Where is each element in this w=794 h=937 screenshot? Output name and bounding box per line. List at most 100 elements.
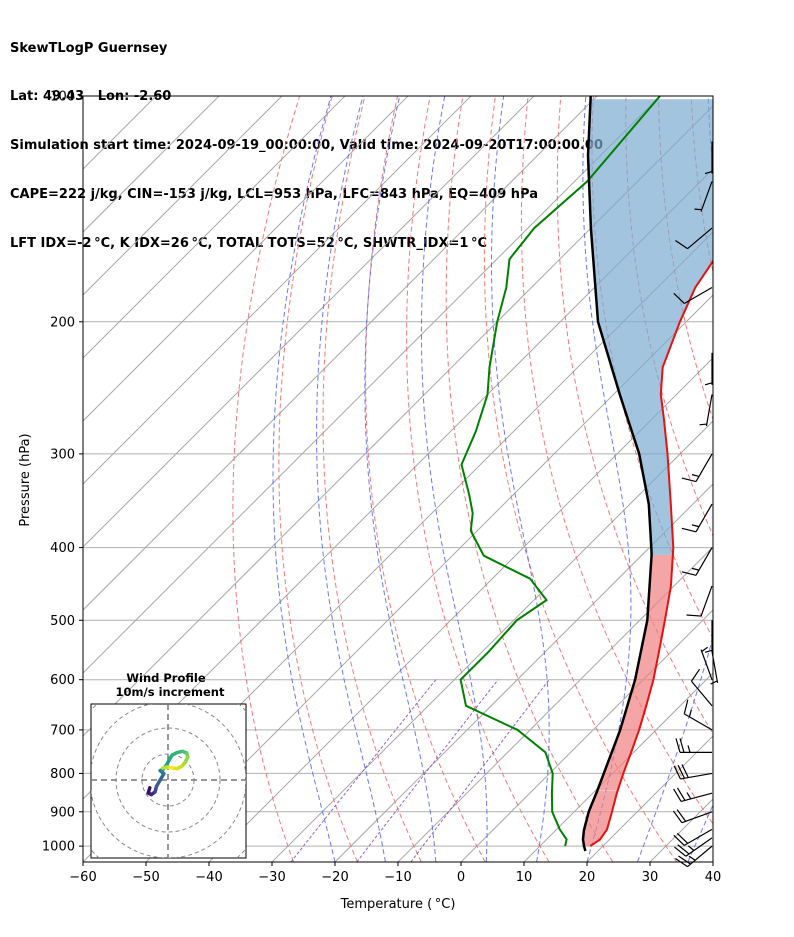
barb-staff	[680, 792, 713, 803]
dry-adiabat	[278, 96, 358, 862]
cin-area	[597, 554, 673, 791]
instability-params: CAPE=222 j/kg, CIN=-153 j/kg, LCL=953 hP…	[10, 187, 538, 203]
wind-barb	[710, 651, 719, 685]
wind-barb	[672, 809, 713, 824]
x-tick-label: 20	[579, 870, 596, 885]
barb-half-flag	[710, 680, 718, 685]
wind-barb	[700, 646, 713, 680]
barb-staff	[685, 837, 713, 857]
barb-full-flag	[673, 788, 682, 802]
wind-barb	[681, 547, 713, 576]
dry-adiabat	[658, 96, 713, 421]
x-tick-label: −30	[258, 870, 285, 885]
isotherm	[334, 483, 713, 862]
barb-staff	[700, 585, 713, 617]
barb-half-flag	[691, 567, 700, 571]
barb-half-flag	[687, 845, 695, 851]
barb-full-flag	[673, 834, 685, 846]
isotherm	[83, 96, 220, 233]
wind-barb	[690, 668, 713, 707]
barb-half-flag	[691, 474, 700, 477]
x-tick-label: 30	[642, 870, 659, 885]
y-tick-label: 700	[50, 723, 75, 738]
barb-half-flag	[704, 382, 713, 386]
barb-half-flag	[687, 745, 691, 753]
x-tick-label: 40	[705, 870, 722, 885]
x-axis-label: Temperature ( °C)	[340, 897, 456, 912]
barb-staff	[687, 227, 713, 250]
barb-half-flag	[691, 524, 700, 528]
wind-barb	[675, 227, 713, 250]
station-title: SkewTLogP Guernsey	[10, 40, 168, 56]
cape-area	[588, 99, 713, 555]
x-tick-label: −10	[384, 870, 411, 885]
barb-staff	[680, 772, 713, 780]
barb-full-flag	[674, 846, 687, 857]
moist-adiabat	[636, 96, 713, 862]
barb-staff	[700, 181, 713, 212]
barb-full-flag	[676, 809, 687, 822]
moist-adiabat	[687, 803, 713, 862]
barb-full-flag	[683, 699, 689, 715]
mixing-ratio-line	[356, 679, 499, 862]
barb-half-flag	[699, 423, 707, 426]
dry-adiabat	[756, 96, 794, 862]
barb-full-flag	[675, 738, 681, 753]
wind-barb	[675, 738, 712, 753]
barb-staff	[683, 828, 713, 846]
isotherm	[83, 96, 472, 485]
hodograph-subtitle: 10m/s increment	[116, 685, 225, 699]
hodograph-ring	[115, 727, 221, 833]
moist-adiabat	[316, 96, 386, 862]
barb-staff	[683, 286, 713, 305]
dry-adiabat	[724, 96, 794, 862]
barb-staff	[705, 394, 713, 427]
barb-staff	[695, 453, 713, 482]
barb-full-flag	[675, 240, 688, 250]
wind-barbs	[672, 141, 719, 868]
dry-adiabat	[445, 96, 614, 862]
isotherm	[83, 96, 283, 296]
x-tick-label: 0	[457, 870, 465, 885]
hodograph-title: Wind Profile	[126, 671, 206, 685]
dewpoint-line	[459, 96, 661, 847]
isotherm	[83, 96, 535, 548]
barb-half-flag	[686, 792, 692, 800]
isotherm	[145, 294, 713, 862]
dry-adiabat	[520, 96, 713, 825]
moist-adiabat	[738, 96, 794, 862]
wind-barb	[704, 352, 713, 386]
barb-staff	[695, 503, 713, 533]
y-axis-label: Pressure (hPa)	[18, 433, 33, 526]
barb-half-flag	[688, 855, 696, 861]
isotherm	[271, 420, 713, 862]
y-tick-label: 600	[50, 673, 75, 688]
parcel-line	[581, 96, 653, 852]
temperature-line	[589, 259, 713, 847]
sounding-profiles	[459, 96, 713, 852]
barb-full-flag	[679, 738, 685, 753]
barb-full-flag	[681, 477, 697, 483]
mixing-ratio-line	[410, 679, 550, 862]
barb-staff	[681, 811, 713, 824]
barb-full-flag	[676, 787, 686, 801]
x-tick-label: 10	[516, 870, 533, 885]
dry-adiabat	[556, 96, 713, 735]
wind-barb	[704, 141, 713, 175]
barb-half-flag	[688, 709, 692, 718]
isotherm	[460, 609, 713, 862]
barb-full-flag	[681, 764, 689, 778]
barb-half-flag	[704, 649, 713, 653]
y-tick-label: 1000	[42, 840, 75, 855]
hodograph-segment	[161, 765, 169, 770]
barb-staff	[695, 547, 713, 576]
barb-full-flag	[676, 832, 689, 844]
dry-adiabat	[789, 96, 794, 862]
wind-barb	[673, 787, 713, 803]
isotherm	[83, 96, 409, 422]
barb-full-flag	[681, 571, 697, 576]
y-tick-label: 200	[50, 315, 75, 330]
y-tick-label: 900	[50, 805, 75, 820]
y-tick-label: 400	[50, 541, 75, 556]
barb-half-flag	[704, 170, 713, 175]
